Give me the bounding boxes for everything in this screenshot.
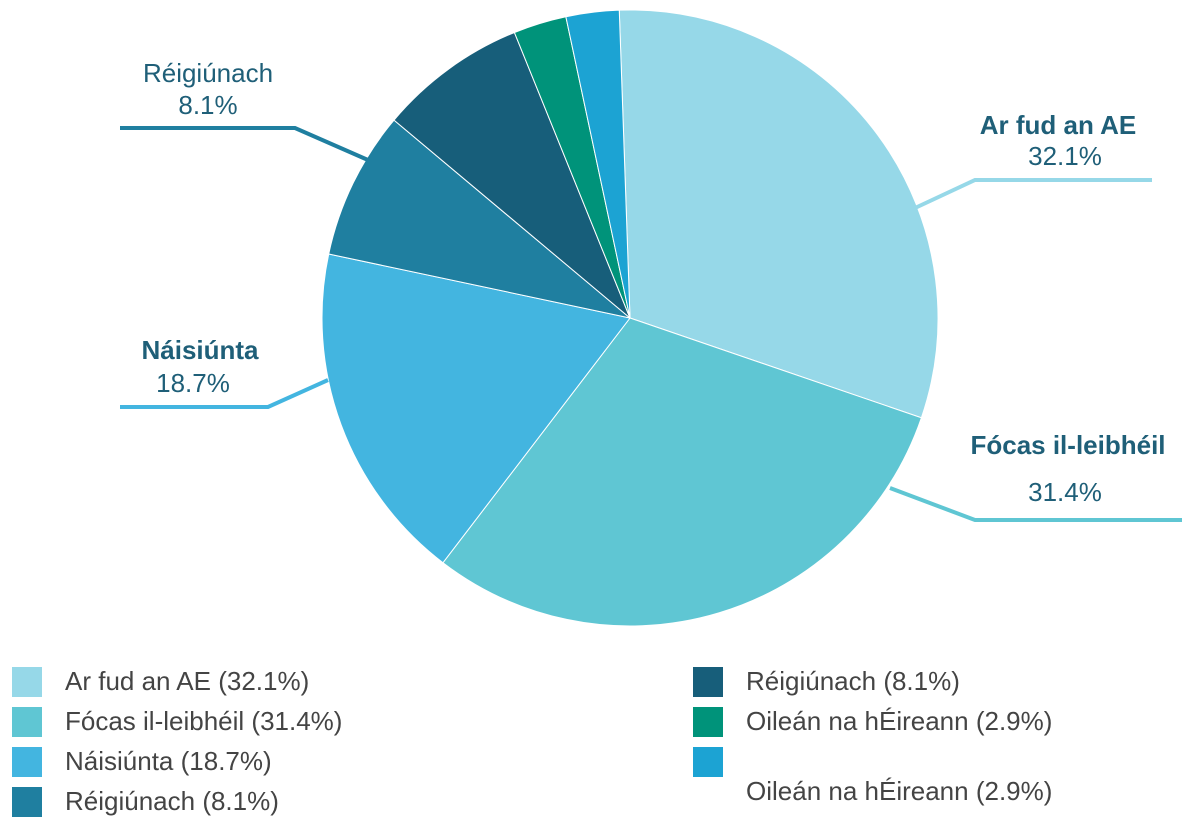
callout-line xyxy=(889,486,1182,522)
legend-label: Fócas il-leibhéil (31.4%) xyxy=(65,706,342,736)
legend-label: Ar fud an AE (32.1%) xyxy=(65,666,309,696)
callout-value: 8.1% xyxy=(178,90,237,120)
pie-slice xyxy=(618,9,939,419)
legend-swatch xyxy=(693,747,723,777)
legend-swatch xyxy=(12,667,42,697)
legend-swatch xyxy=(12,787,42,817)
legend-label: Oileán na hÉireann (2.9%) xyxy=(746,706,1052,736)
pie-slice xyxy=(321,253,631,564)
pie-slice xyxy=(393,31,631,319)
callout-line xyxy=(120,126,369,162)
legend-swatch xyxy=(12,747,42,777)
callout-line xyxy=(914,178,1152,210)
legend-label: Réigiúnach (8.1%) xyxy=(65,786,279,816)
legend-label: Réigiúnach (8.1%) xyxy=(746,666,960,696)
callout-name: Fócas il-leibhéil xyxy=(970,430,1165,460)
callout-value: 32.1% xyxy=(1028,141,1102,171)
pie-slice xyxy=(565,9,631,319)
legend-label: Náisiúnta (18.7%) xyxy=(65,746,272,776)
callout-line xyxy=(120,378,329,409)
pie-slice xyxy=(328,119,631,319)
callout-name: Ar fud an AE xyxy=(980,110,1136,140)
callout-name: Náisiúnta xyxy=(141,335,259,365)
legend-swatch xyxy=(12,707,42,737)
callout-name: Réigiúnach xyxy=(143,58,273,88)
legend-label: Oileán na hÉireann (2.9%) xyxy=(746,776,1052,806)
callout-value: 31.4% xyxy=(1028,477,1102,507)
legend-swatch xyxy=(693,667,723,697)
callout-value: 18.7% xyxy=(156,368,230,398)
legend-swatch xyxy=(693,707,723,737)
pie-slice xyxy=(442,317,923,627)
